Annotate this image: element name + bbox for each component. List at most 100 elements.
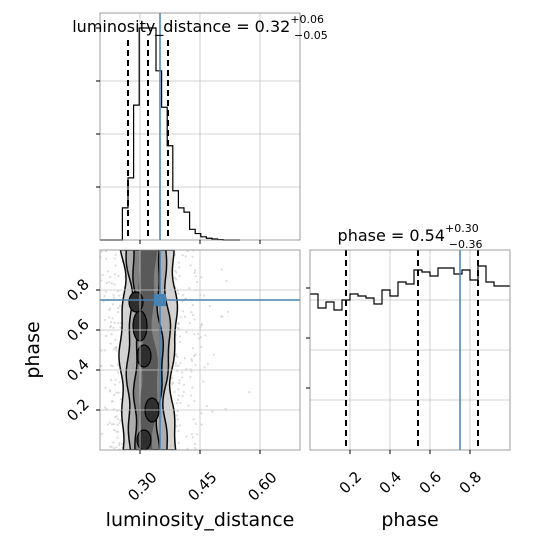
x-tick-label: 0.45 <box>184 468 220 504</box>
scatter-point <box>110 423 114 426</box>
scatter-point <box>205 404 208 408</box>
scatter-point <box>178 340 182 344</box>
scatter-point <box>114 347 118 350</box>
scatter-point <box>170 376 174 380</box>
scatter-point <box>115 430 118 433</box>
scatter-point <box>108 316 111 319</box>
scatter-point <box>178 274 181 278</box>
scatter-point <box>176 398 180 401</box>
scatter-point <box>112 441 115 444</box>
scatter-point <box>191 436 195 439</box>
x-axis-label: luminosity_distance <box>106 509 295 531</box>
scatter-point <box>93 300 95 302</box>
scatter-point <box>200 276 203 279</box>
scatter-point <box>179 362 182 365</box>
scatter-point <box>117 322 120 325</box>
scatter-point <box>79 310 81 312</box>
scatter-point <box>183 357 187 360</box>
scatter-point <box>175 402 179 405</box>
scatter-point <box>111 317 114 320</box>
scatter-point <box>83 263 85 265</box>
scatter-point <box>190 311 193 314</box>
scatter-point <box>182 390 185 394</box>
scatter-point <box>93 408 95 410</box>
scatter-point <box>191 304 194 307</box>
scatter-point <box>118 442 121 445</box>
scatter-point <box>193 318 196 321</box>
scatter-point <box>110 282 113 285</box>
scatter-point <box>177 394 180 397</box>
scatter-point <box>178 382 181 385</box>
scatter-point <box>116 423 119 426</box>
scatter-point <box>194 447 197 450</box>
scatter-point <box>112 296 116 299</box>
scatter-point <box>117 274 120 277</box>
scatter-point <box>116 436 119 439</box>
scatter-point <box>87 260 89 262</box>
scatter-point <box>111 365 115 368</box>
scatter-point <box>117 391 120 394</box>
x-tick-label: 0.8 <box>456 468 486 498</box>
scatter-point <box>208 304 211 308</box>
scatter-point <box>113 273 116 276</box>
panel-phase-hist: 0.2 0.4 0.6 0.8 phase phase = 0.54+0.30 −0.36 <box>306 222 511 531</box>
scatter-point <box>109 276 112 279</box>
scatter-point <box>121 442 124 446</box>
scatter-point <box>114 378 117 382</box>
title-sub: −0.05 <box>294 29 328 42</box>
panel-title: phase = 0.54+0.30 −0.36 <box>338 222 483 251</box>
scatter-point <box>95 397 97 399</box>
scatter-point <box>191 359 194 362</box>
scatter-point <box>100 432 104 435</box>
scatter-point <box>115 349 118 352</box>
scatter-point <box>89 335 91 337</box>
scatter-point <box>113 393 116 396</box>
scatter-point <box>108 308 111 311</box>
scatter-point <box>113 321 116 325</box>
scatter-point <box>194 353 197 356</box>
scatter-point <box>108 390 112 393</box>
scatter-point <box>113 283 116 286</box>
scatter-point <box>102 300 105 303</box>
y-tick-label: 0.6 <box>63 315 93 345</box>
scatter-point <box>200 324 203 327</box>
scatter-point <box>108 421 111 424</box>
scatter-point <box>182 383 186 386</box>
y-tick-label: 0.2 <box>63 395 93 425</box>
scatter-point <box>92 322 94 324</box>
scatter-point <box>179 401 182 405</box>
histogram-step <box>100 27 240 241</box>
scatter-point <box>114 416 117 419</box>
title-prefix: phase = 0.54 <box>338 226 445 245</box>
scatter-point <box>181 254 184 257</box>
scatter-point <box>200 423 203 426</box>
scatter-point <box>175 425 178 428</box>
density-core <box>128 291 144 313</box>
scatter-point <box>111 400 114 403</box>
scatter-point <box>203 366 206 369</box>
scatter-point <box>195 433 198 436</box>
scatter-point <box>177 292 180 295</box>
scatter-point <box>97 399 99 401</box>
scatter-point <box>119 419 122 422</box>
scatter-point <box>115 391 118 394</box>
scatter-point <box>188 287 191 290</box>
scatter-point <box>193 269 197 272</box>
scatter-point <box>225 279 228 283</box>
scatter-point <box>176 418 179 421</box>
scatter-point <box>92 283 94 285</box>
scatter-point <box>100 364 103 368</box>
scatter-point <box>192 418 195 421</box>
scatter-point <box>92 265 94 267</box>
panel-joint-density: 0.30 0.45 0.60 0.2 0.4 0.6 0.8 luminosity_dista… <box>22 249 301 531</box>
scatter-point <box>200 345 203 348</box>
histogram-step <box>310 265 510 311</box>
scatter-point <box>119 326 122 329</box>
scatter-point <box>114 338 117 341</box>
scatter-point <box>112 447 116 450</box>
scatter-point <box>61 349 63 351</box>
truth-marker <box>154 294 166 306</box>
scatter-point <box>187 404 190 407</box>
scatter-point <box>220 268 223 271</box>
